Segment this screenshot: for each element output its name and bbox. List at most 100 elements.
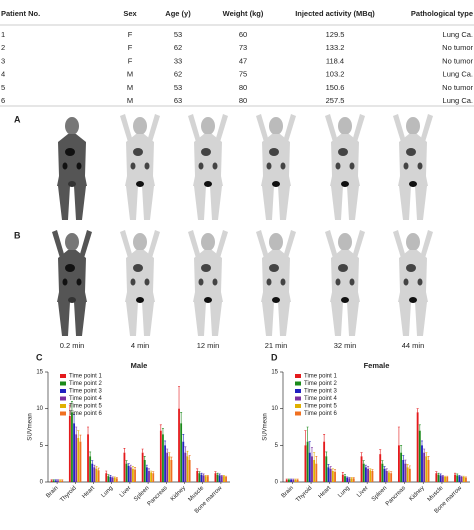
- bar: [421, 445, 423, 482]
- x-tick-label: Brain: [45, 485, 59, 499]
- error-bar: [196, 468, 199, 471]
- kidney: [417, 278, 423, 286]
- y-axis-label: SUVmean: [263, 413, 269, 440]
- bar: [313, 460, 316, 482]
- error-bar: [310, 447, 313, 457]
- error-bar: [89, 451, 92, 457]
- bar: [371, 471, 374, 482]
- bar: [182, 441, 185, 482]
- error-bar: [145, 464, 148, 468]
- legs: [399, 302, 427, 336]
- table-cell: 62: [174, 70, 182, 79]
- bar: [348, 478, 351, 482]
- pet-image: [325, 230, 365, 336]
- bar: [388, 472, 390, 482]
- table-cell: F: [128, 30, 133, 39]
- torso: [398, 134, 428, 186]
- legend-swatch: [295, 374, 301, 378]
- bar: [304, 445, 307, 482]
- y-tick-label: 10: [36, 406, 43, 412]
- table-cell: No tumor: [442, 43, 473, 52]
- error-bar: [214, 471, 217, 474]
- bar: [406, 467, 409, 482]
- bar: [341, 474, 344, 482]
- torso: [330, 250, 360, 302]
- error-bar: [68, 404, 71, 416]
- bar: [61, 480, 64, 482]
- kidney: [130, 162, 136, 170]
- pet-image: [393, 114, 433, 220]
- head: [338, 117, 352, 135]
- error-bar: [454, 472, 457, 475]
- torso: [261, 250, 291, 302]
- x-tick-label: Lung: [337, 485, 351, 499]
- legend-swatch: [295, 381, 301, 386]
- pet-image: [120, 230, 160, 336]
- table-cell: 3: [1, 56, 5, 65]
- bar: [141, 452, 144, 482]
- x-tick-label: Pancreas: [385, 485, 407, 507]
- bar: [400, 452, 403, 482]
- table-cell: 63: [174, 96, 182, 105]
- bar: [456, 475, 459, 482]
- bar: [402, 460, 405, 482]
- table-header: Patient No.: [1, 9, 40, 18]
- time-label: 32 min: [334, 341, 357, 350]
- table-cell: No tumor: [442, 83, 473, 92]
- bar: [437, 474, 440, 482]
- x-tick-label: Heart: [318, 485, 333, 500]
- error-bar: [125, 460, 128, 464]
- arm: [284, 114, 296, 142]
- arm: [216, 230, 228, 258]
- kidney: [266, 278, 272, 286]
- error-bar: [371, 469, 374, 471]
- arm: [188, 230, 200, 258]
- table-header: Age (y): [165, 9, 191, 18]
- bar: [79, 441, 82, 482]
- x-tick-label: Heart: [81, 485, 96, 500]
- bar: [285, 479, 288, 482]
- arm: [393, 230, 405, 258]
- bar: [132, 468, 134, 482]
- arm: [421, 230, 433, 258]
- error-bar: [334, 469, 337, 472]
- bar: [202, 475, 205, 482]
- error-bar: [152, 471, 155, 474]
- error-bar: [327, 464, 330, 468]
- kidney: [198, 278, 204, 286]
- error-bar: [91, 460, 94, 464]
- error-bar: [341, 472, 344, 475]
- x-tick-label: Spleen: [133, 485, 150, 502]
- bladder: [68, 297, 76, 303]
- bar: [390, 473, 393, 482]
- bar: [462, 476, 465, 482]
- table-header: Sex: [123, 9, 137, 18]
- table-cell: M: [127, 96, 133, 105]
- table-cell: 80: [239, 96, 247, 105]
- legs: [194, 302, 222, 336]
- table-cell: 6: [1, 96, 5, 105]
- bar: [77, 438, 80, 482]
- error-bar: [460, 475, 463, 477]
- bar: [68, 416, 71, 482]
- kidney: [266, 162, 272, 170]
- pet-image: [256, 114, 296, 220]
- legend-label: Time point 6: [304, 411, 337, 417]
- legend-label: Time point 6: [69, 411, 102, 417]
- bar: [427, 460, 430, 482]
- bladder: [272, 297, 280, 303]
- heart: [65, 264, 75, 272]
- error-bar: [222, 475, 225, 477]
- table-cell: 60: [239, 30, 247, 39]
- error-bar: [344, 474, 347, 477]
- bar: [123, 452, 126, 482]
- error-bar: [115, 477, 118, 479]
- legend-label: Time point 5: [304, 404, 337, 410]
- bar: [54, 480, 57, 482]
- bar: [198, 473, 201, 482]
- error-bar: [73, 414, 76, 424]
- bar: [52, 480, 55, 482]
- kidney: [144, 162, 150, 170]
- error-bar: [141, 448, 144, 453]
- bar: [331, 471, 334, 482]
